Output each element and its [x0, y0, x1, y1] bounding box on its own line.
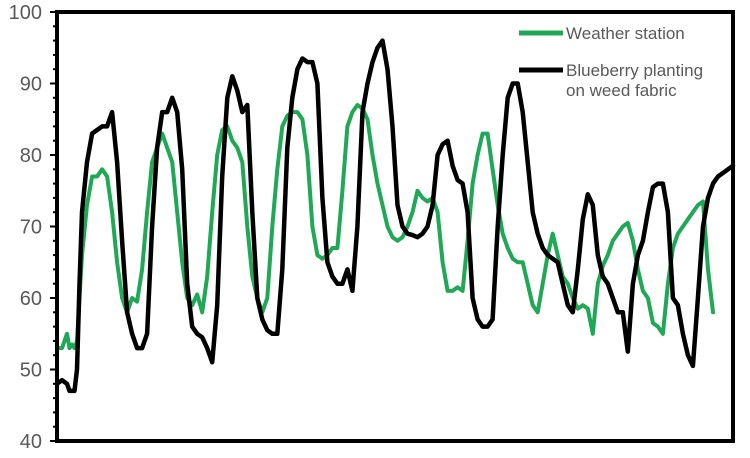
series-weather-station	[55, 103, 715, 351]
legend: Weather station Blueberry planting on we…	[519, 24, 703, 100]
plot-frame	[55, 10, 735, 443]
y-axis-tick-labels: 40 50 60 70 80 90 100	[9, 2, 42, 453]
y-tick-label: 60	[20, 288, 42, 310]
y-tick-label: 50	[20, 360, 42, 382]
y-tick-label: 40	[20, 431, 42, 453]
series-blueberry-weed-fabric	[54, 38, 736, 394]
legend-label-weather-station: Weather station	[566, 24, 685, 43]
y-tick-label: 70	[20, 217, 42, 239]
y-tick-label: 90	[20, 74, 42, 96]
y-tick-label: 100	[9, 2, 42, 24]
chart-series	[54, 38, 736, 394]
y-tick-label: 80	[20, 145, 42, 167]
legend-label-blueberry-line2: on weed fabric	[566, 81, 677, 100]
legend-label-blueberry-line1: Blueberry planting	[566, 61, 703, 80]
